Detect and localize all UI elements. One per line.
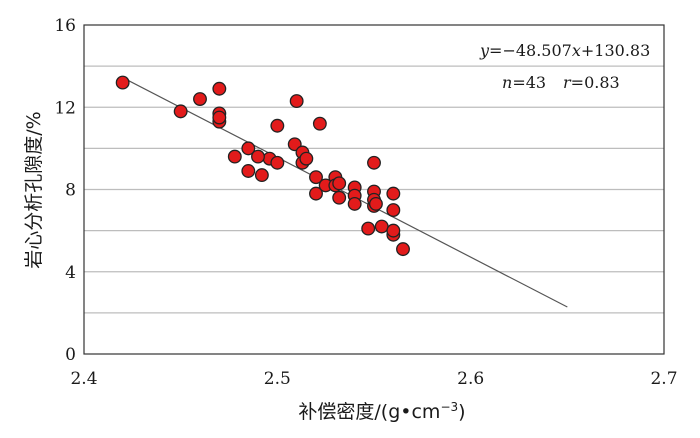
data-point bbox=[347, 196, 362, 211]
data-point bbox=[299, 151, 314, 166]
x-tick-label: 2.5 bbox=[264, 369, 291, 389]
data-point bbox=[386, 203, 401, 218]
y-tick-label: 0 bbox=[65, 345, 76, 365]
y-tick-label: 12 bbox=[54, 98, 76, 118]
regression-equation: y=−48.507x+130.83 bbox=[479, 41, 650, 60]
x-tick-label: 2.7 bbox=[650, 369, 677, 389]
data-point bbox=[309, 170, 323, 185]
data-point bbox=[368, 196, 383, 211]
sample-count: n=43 bbox=[502, 73, 546, 92]
plot-frame bbox=[83, 24, 665, 355]
y-axis-ticks: 0 4 8 12 16 bbox=[54, 16, 76, 365]
data-point bbox=[332, 190, 347, 205]
data-point bbox=[386, 186, 401, 201]
x-tick-label: 2.6 bbox=[457, 369, 484, 389]
data-point bbox=[173, 104, 188, 119]
data-point bbox=[241, 141, 256, 156]
y-tick-label: 8 bbox=[65, 181, 76, 201]
data-point bbox=[374, 219, 389, 234]
data-point bbox=[270, 118, 285, 133]
y-tick-label: 4 bbox=[65, 263, 76, 283]
data-point bbox=[386, 223, 401, 238]
data-point bbox=[309, 186, 323, 201]
data-point bbox=[251, 149, 265, 164]
data-point bbox=[289, 94, 304, 109]
data-point bbox=[254, 168, 269, 183]
data-point bbox=[241, 164, 256, 178]
data-point bbox=[361, 221, 376, 236]
x-axis-ticks: 2.4 2.5 2.6 2.7 bbox=[70, 369, 677, 389]
data-point bbox=[367, 155, 381, 170]
data-point bbox=[212, 110, 227, 125]
y-axis-title: 岩心分析孔隙度/% bbox=[23, 111, 45, 268]
data-point bbox=[270, 155, 285, 170]
data-point bbox=[312, 116, 327, 131]
data-point bbox=[115, 75, 130, 90]
x-tick-label: 2.4 bbox=[70, 369, 97, 389]
data-point bbox=[212, 81, 227, 96]
data-points bbox=[115, 75, 410, 257]
data-point bbox=[193, 92, 207, 106]
x-axis-title: 补偿密度/(g•cm−3) bbox=[298, 400, 465, 423]
data-point bbox=[332, 176, 347, 191]
data-point bbox=[396, 242, 410, 257]
data-point bbox=[227, 149, 242, 164]
correlation-coefficient: r=0.83 bbox=[563, 73, 620, 92]
trend-line bbox=[122, 77, 568, 308]
y-tick-label: 16 bbox=[54, 16, 76, 36]
